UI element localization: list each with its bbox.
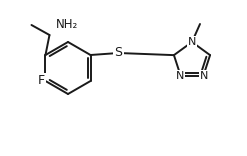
Text: N: N	[188, 37, 196, 47]
Text: N: N	[176, 71, 184, 81]
Text: NH₂: NH₂	[56, 17, 79, 31]
Text: S: S	[115, 46, 123, 59]
Text: F: F	[38, 75, 45, 88]
Text: N: N	[200, 71, 208, 81]
